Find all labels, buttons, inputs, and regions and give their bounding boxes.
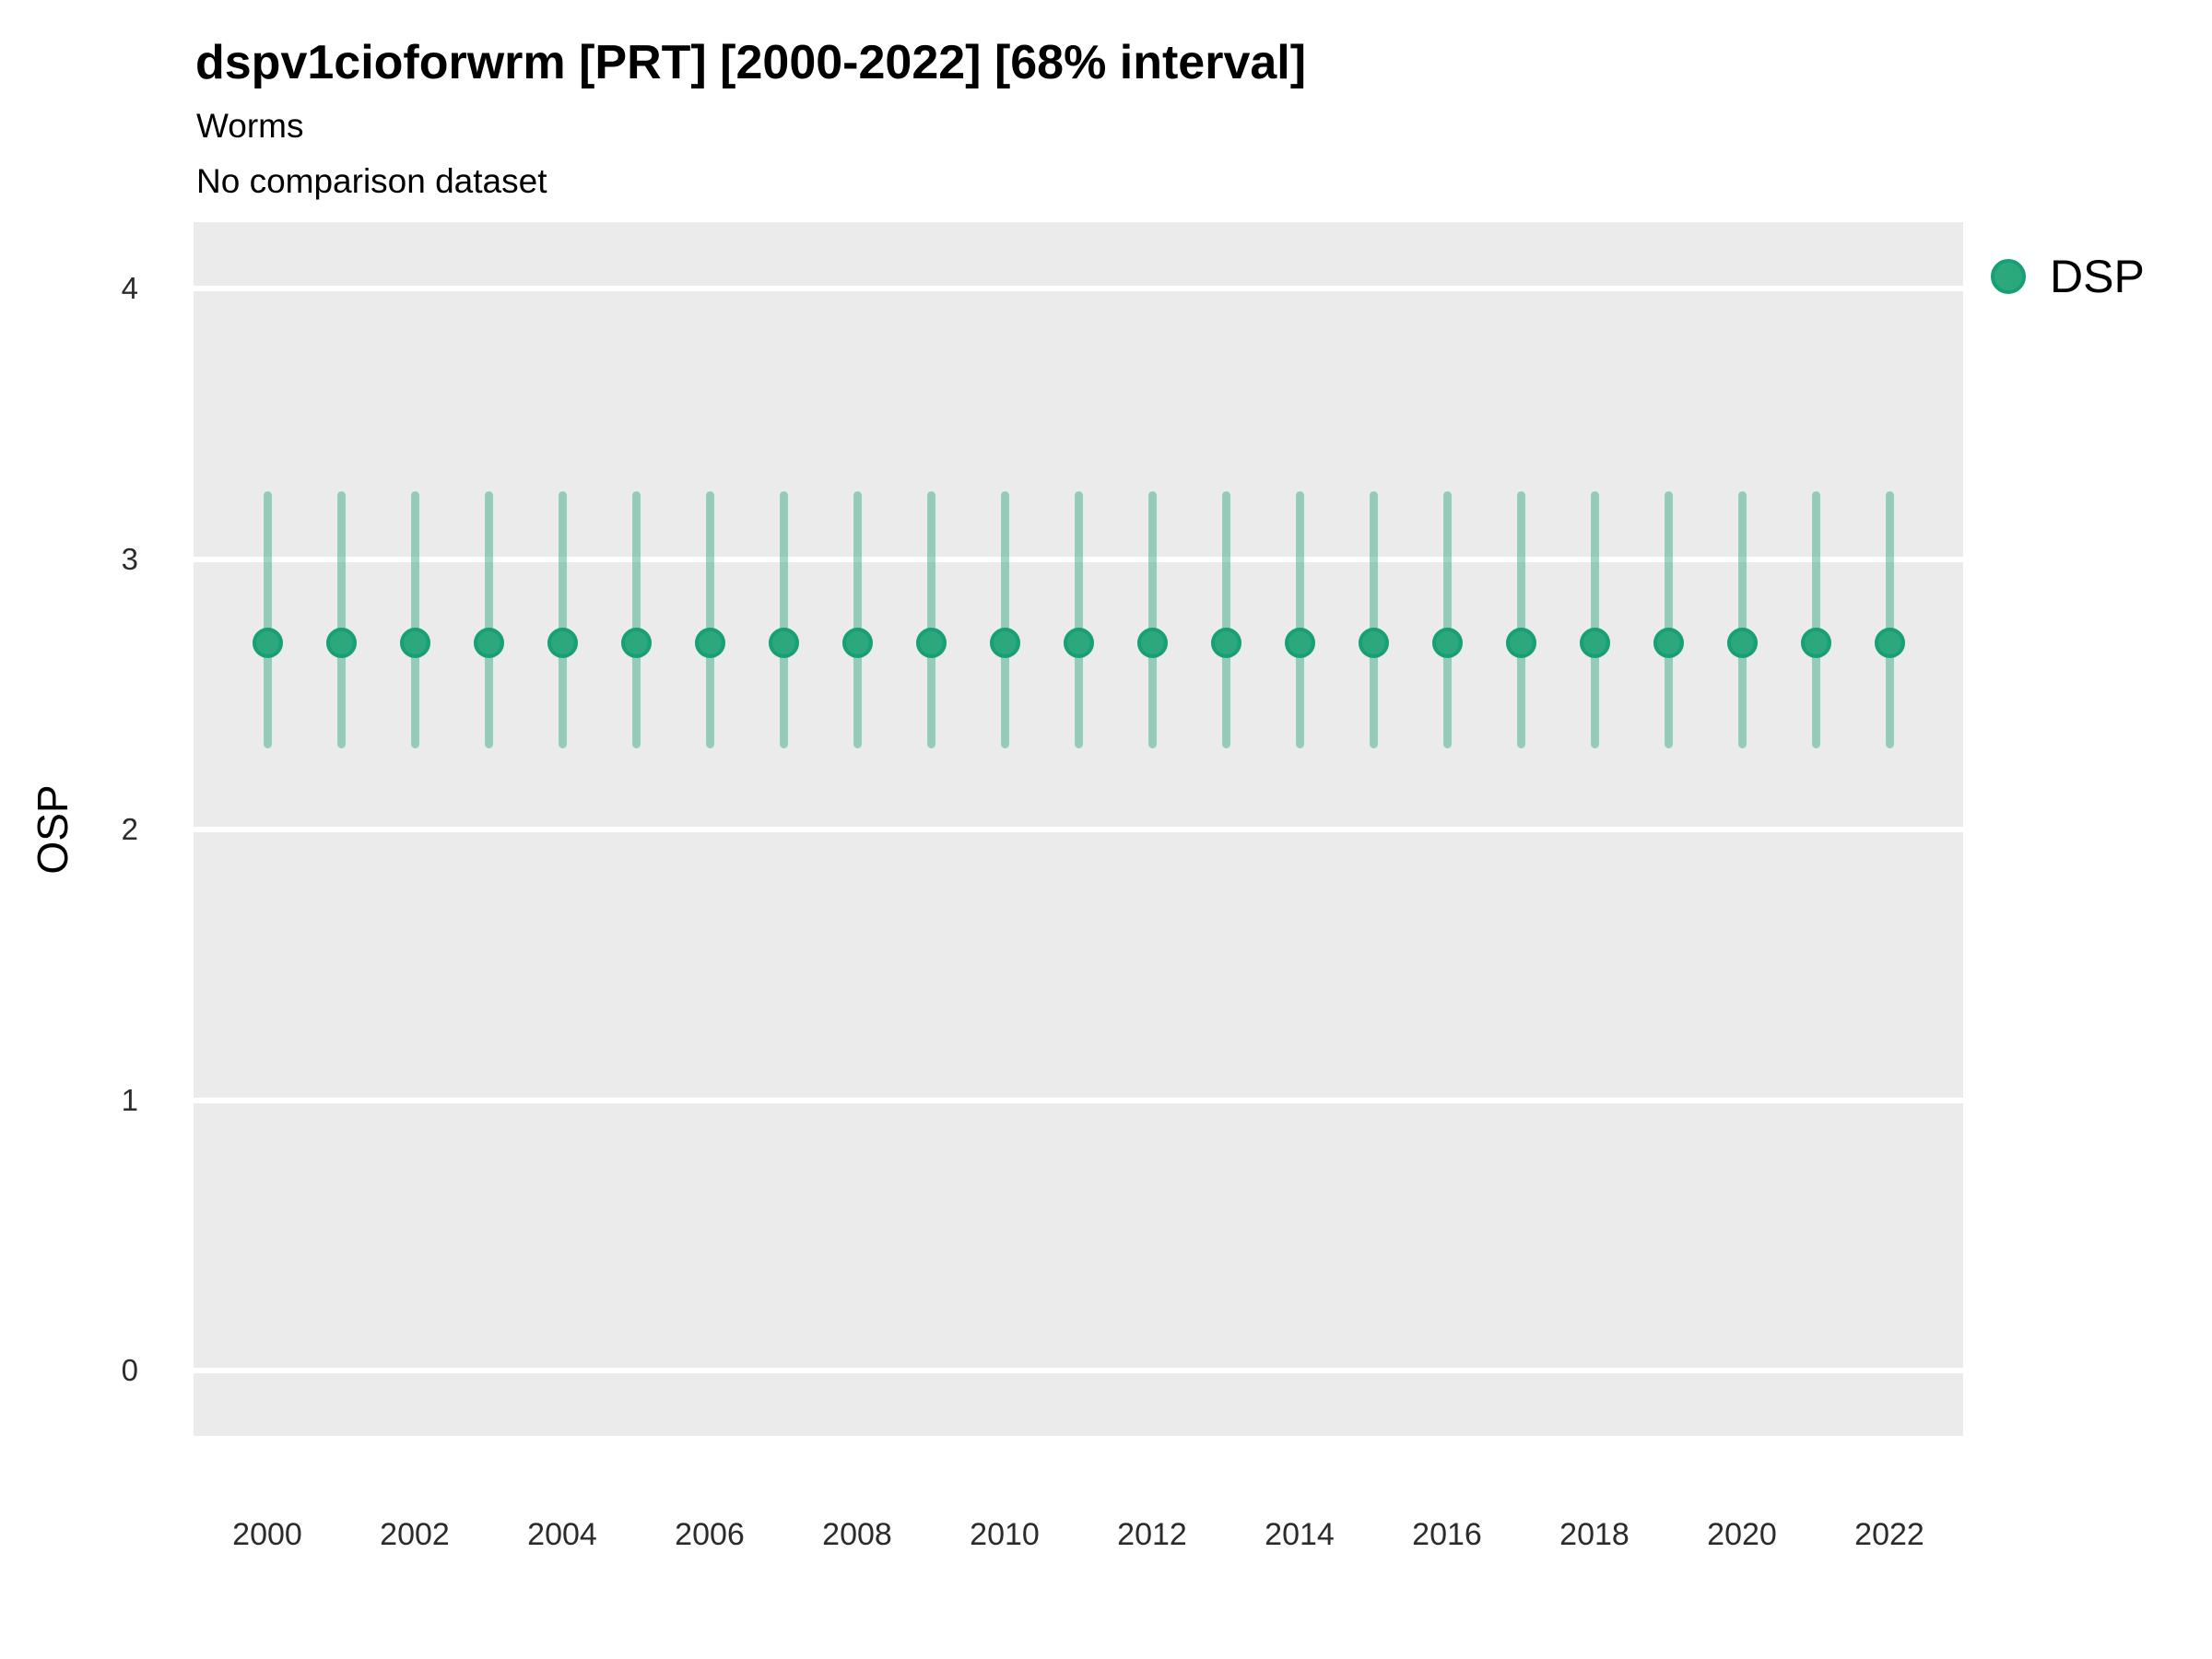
y-tick-label-0: 0 [121,1353,138,1387]
data-point-2000 [252,627,283,658]
interval-bar-2010 [1000,491,1009,748]
data-point-2018 [1579,627,1610,658]
interval-bar-2012 [1147,491,1157,748]
interval-bar-2007 [779,491,788,748]
x-tick-label-2014: 2014 [1265,1517,1335,1552]
interval-bar-2011 [1074,491,1083,748]
legend-label: DSP [2050,251,2145,302]
data-point-2001 [325,627,357,658]
x-tick-label-2020: 2020 [1707,1517,1777,1552]
comparison-note: No comparison dataset [196,162,547,200]
data-point-2007 [768,627,799,658]
gridline-y-2 [194,827,1963,832]
interval-bar-2015 [1369,491,1378,748]
x-tick-label-2004: 2004 [527,1517,597,1552]
interval-bar-2003 [484,491,493,748]
interval-bar-2016 [1442,491,1452,748]
x-tick-label-2012: 2012 [1117,1517,1187,1552]
interval-bar-2002 [410,491,419,748]
interval-bar-2018 [1590,491,1599,748]
x-tick-label-2000: 2000 [232,1517,302,1552]
y-tick-label-3: 3 [121,541,138,576]
interval-bar-2013 [1221,491,1230,748]
gridline-y-4 [194,286,1963,291]
data-point-2002 [399,627,430,658]
interval-bar-2006 [705,491,714,748]
interval-bar-2009 [926,491,935,748]
interval-bar-2017 [1516,491,1525,748]
interval-bar-2001 [336,491,346,748]
data-point-2019 [1653,627,1684,658]
interval-bar-2008 [853,491,862,748]
data-point-2011 [1063,627,1094,658]
chart-title: dspv1cioforwrm [PRT] [2000-2022] [68% in… [195,36,1307,89]
data-point-2013 [1210,627,1241,658]
interval-bar-2005 [631,491,641,748]
data-point-2009 [915,627,947,658]
data-point-2008 [841,627,873,658]
plot-panel [194,222,1963,1436]
interval-bar-2014 [1295,491,1304,748]
interval-bar-2004 [558,491,567,748]
data-point-2017 [1505,627,1536,658]
x-tick-label-2010: 2010 [970,1517,1040,1552]
data-point-2016 [1431,627,1463,658]
y-tick-label-2: 2 [121,812,138,846]
interval-bar-2022 [1885,491,1894,748]
y-tick-label-1: 1 [121,1082,138,1117]
data-point-2014 [1284,627,1315,658]
data-point-2005 [620,627,652,658]
x-tick-label-2016: 2016 [1412,1517,1482,1552]
x-tick-label-2022: 2022 [1854,1517,1924,1552]
interval-bar-2000 [263,491,272,748]
interval-bar-2021 [1811,491,1820,748]
interval-bar-2019 [1664,491,1673,748]
gridline-y-1 [194,1097,1963,1103]
data-point-2004 [547,627,578,658]
x-tick-label-2008: 2008 [822,1517,892,1552]
legend: DSP [1991,247,2145,306]
data-point-2006 [694,627,725,658]
legend-point-icon [1991,259,2026,294]
data-point-2021 [1800,627,1831,658]
gridline-y-3 [194,556,1963,562]
data-point-2003 [473,627,504,658]
data-point-2012 [1136,627,1168,658]
y-tick-label-4: 4 [121,271,138,305]
x-tick-label-2018: 2018 [1559,1517,1630,1552]
data-point-2022 [1874,627,1905,658]
x-tick-label-2002: 2002 [380,1517,450,1552]
data-point-2015 [1358,627,1389,658]
gridline-y-0 [194,1368,1963,1373]
interval-bar-2020 [1737,491,1747,748]
x-tick-label-2006: 2006 [675,1517,745,1552]
data-point-2020 [1726,627,1758,658]
data-point-2010 [989,627,1020,658]
chart-subtitle: Worms [196,107,304,145]
